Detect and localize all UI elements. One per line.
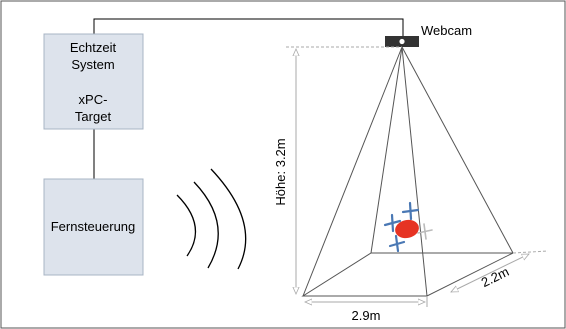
realtime-label-line2: System [71,57,114,72]
depth-dimension: 2.2m [451,250,549,293]
camera-view-cone [302,46,514,297]
drone-icon [383,201,433,253]
webcam-icon [385,36,419,47]
realtime-label-line1: Echtzeit [70,40,117,55]
remote-control-block: Fernsteuerung [43,178,144,276]
webcam-label: Webcam [421,23,472,38]
remote-label: Fernsteuerung [51,219,136,234]
height-label: Höhe: 3.2m [273,138,288,205]
xpc-label-line1: xPC- [79,92,108,107]
realtime-system-block: Echtzeit System xPC- Target [43,33,144,130]
cable-system-to-webcam [93,18,404,36]
height-dimension: Höhe: 3.2m [273,46,402,294]
width-label: 2.9m [352,308,381,323]
width-dimension: 2.9m [305,296,428,323]
radio-waves-icon [176,168,247,270]
xpc-label-line2: Target [75,109,112,124]
